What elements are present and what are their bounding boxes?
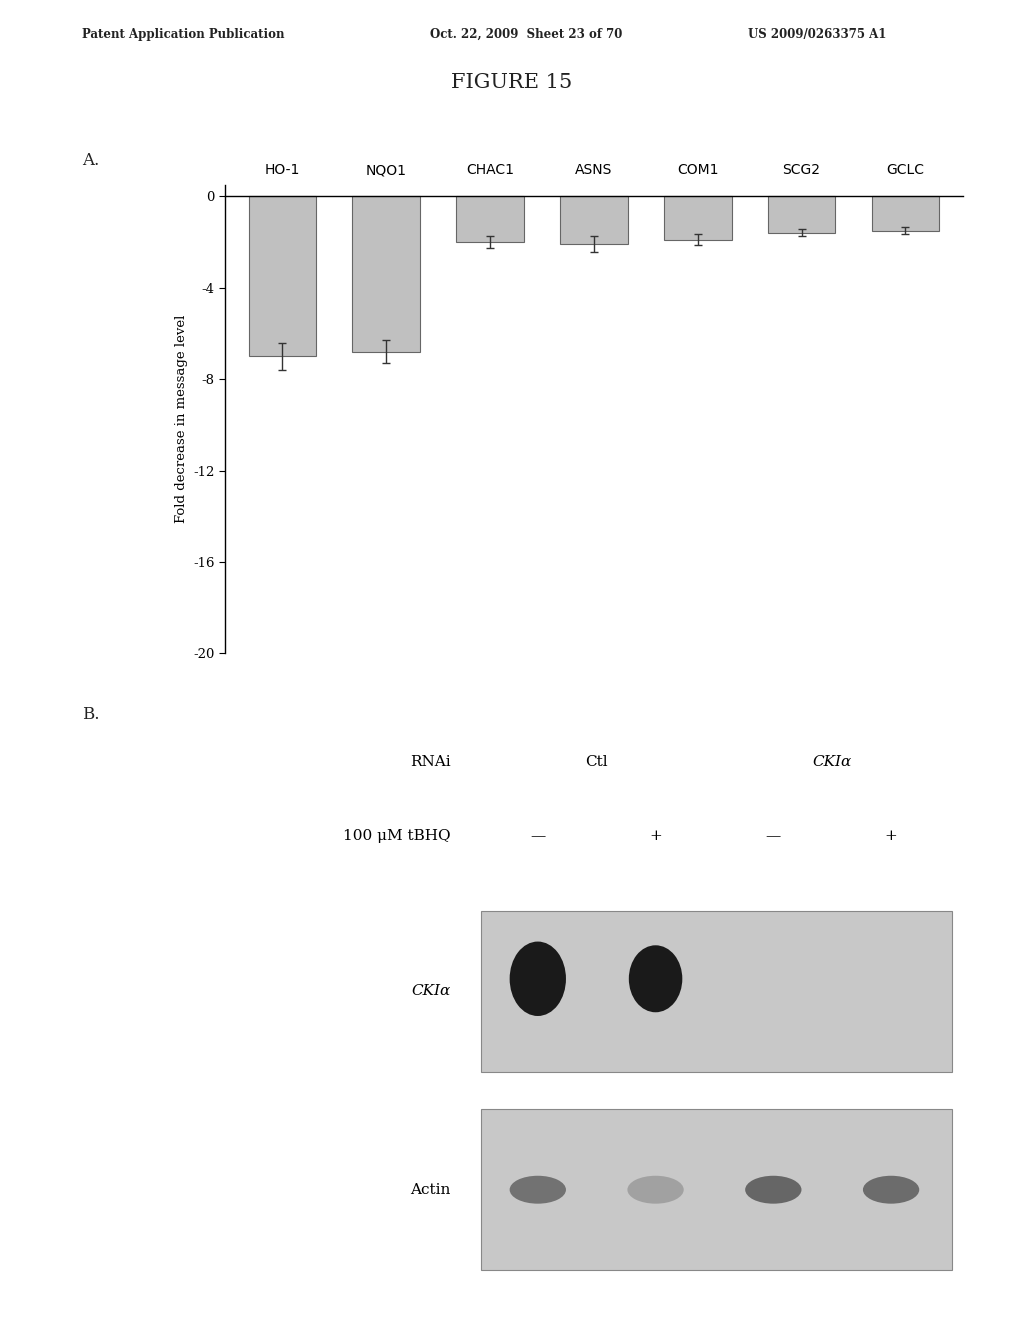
Ellipse shape: [629, 945, 682, 1012]
Text: Patent Application Publication: Patent Application Publication: [82, 28, 285, 41]
Text: Oct. 22, 2009  Sheet 23 of 70: Oct. 22, 2009 Sheet 23 of 70: [430, 28, 623, 41]
Text: RNAi: RNAi: [410, 755, 451, 768]
Text: CKIα: CKIα: [412, 985, 451, 998]
Text: 100 μM tBHQ: 100 μM tBHQ: [343, 829, 451, 843]
Y-axis label: Fold decrease in message level: Fold decrease in message level: [175, 315, 187, 523]
Bar: [481, 1109, 952, 1270]
Text: B.: B.: [82, 706, 99, 723]
Text: FIGURE 15: FIGURE 15: [452, 73, 572, 91]
Ellipse shape: [510, 1176, 566, 1204]
Text: US 2009/0263375 A1: US 2009/0263375 A1: [748, 28, 886, 41]
Bar: [768, 197, 836, 232]
Bar: [457, 197, 524, 242]
Text: +: +: [885, 829, 897, 843]
Ellipse shape: [745, 1176, 802, 1204]
Text: Ctl: Ctl: [586, 755, 608, 768]
Bar: [481, 911, 952, 1072]
Bar: [352, 197, 420, 351]
Ellipse shape: [510, 941, 566, 1016]
Bar: [664, 197, 731, 240]
Ellipse shape: [628, 1176, 684, 1204]
Text: +: +: [649, 829, 662, 843]
Text: CKIα: CKIα: [813, 755, 852, 768]
Bar: [871, 197, 939, 231]
Bar: [249, 197, 316, 356]
Text: A.: A.: [82, 152, 99, 169]
Ellipse shape: [863, 1176, 920, 1204]
Text: —: —: [766, 829, 781, 843]
Bar: [560, 197, 628, 244]
Text: Actin: Actin: [411, 1183, 451, 1197]
Text: —: —: [530, 829, 546, 843]
